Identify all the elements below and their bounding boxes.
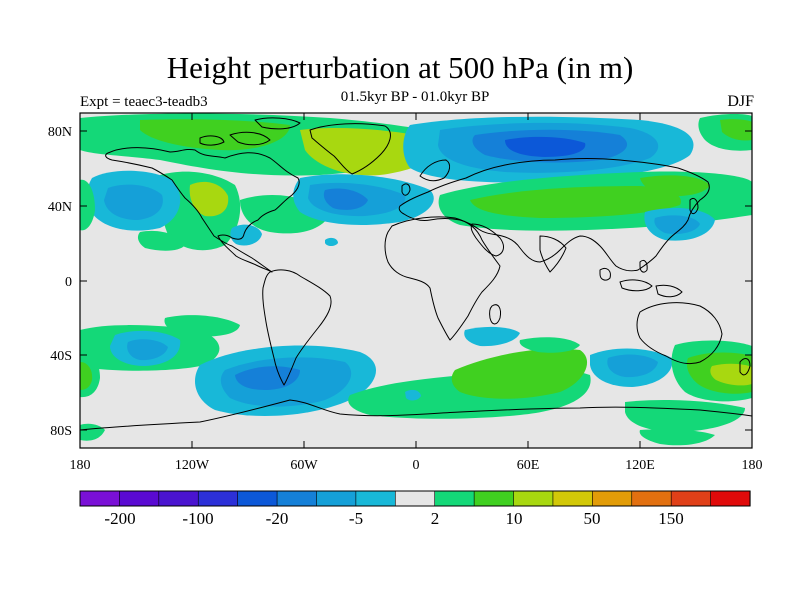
colorbar-label-4: 2	[431, 509, 440, 528]
lon-ticks	[79, 113, 753, 448]
coast-madagascar	[489, 304, 501, 325]
colorbar-label-5: 10	[506, 509, 523, 528]
contour-green-ne-asia	[640, 175, 710, 197]
colorbar-label-0: -200	[104, 509, 135, 528]
colorbar-swatch-15	[670, 490, 712, 507]
lon-label-180w: 180	[70, 458, 91, 473]
colorbar-swatch-5	[276, 490, 318, 507]
lat-label-80s: 80S	[50, 424, 72, 439]
lat-tick-labels: 80N 40N 0 40S 80S	[48, 125, 72, 439]
colorbar-swatch-13	[592, 490, 633, 507]
contour-deepblue-siberia	[505, 136, 586, 157]
colorbar	[79, 490, 751, 507]
lat-label-40n: 40N	[48, 200, 72, 215]
coast-south-america	[262, 269, 332, 386]
colorbar-swatch-14	[631, 490, 672, 507]
colorbar-swatch-10	[473, 490, 515, 507]
contour-green-sh-ind	[519, 337, 580, 353]
contour-green-antarctic-c	[639, 429, 715, 446]
coast-arabia	[470, 223, 504, 257]
coast-se-asia-islands	[599, 259, 683, 298]
coast-uk	[401, 183, 411, 196]
colorbar-label-2: -20	[266, 509, 289, 528]
lon-label-60e: 60E	[517, 458, 540, 473]
colorbar-swatch-12	[552, 490, 593, 507]
map-subtitle: 01.5kyr BP - 01.0kyr BP	[340, 89, 490, 105]
colorbar-swatch-1	[119, 490, 160, 507]
contour-ygreen-sh-west-edge	[80, 362, 93, 390]
contour-dblue-atlantic-low	[323, 188, 368, 210]
colorbar-label-3: -5	[349, 509, 363, 528]
contour-cyan-sh-small	[405, 389, 421, 401]
lon-tick-labels: 180 120W 60W 0 60E 120E 180	[70, 458, 763, 473]
experiment-label: Expt = teaec3-teadb3	[80, 94, 208, 110]
colorbar-swatch-6	[316, 490, 357, 507]
colorbar-swatch-16	[710, 490, 751, 507]
coastlines	[80, 117, 752, 431]
contour-ygreen-asia	[470, 186, 681, 218]
lon-label-0: 0	[413, 458, 420, 473]
lat-label-80n: 80N	[48, 125, 72, 140]
coast-eurasia	[398, 158, 710, 272]
coast-africa	[384, 216, 501, 341]
colorbar-swatch-0	[79, 490, 121, 507]
colorbar-labels: -200 -100 -20 -5 2 10 50 150	[104, 509, 683, 528]
contour-blue-sh-pac-low	[127, 339, 168, 361]
contour-fills	[80, 113, 752, 446]
contour-green-pac-south	[137, 230, 185, 251]
contour-green-arctic-east	[720, 119, 752, 141]
contour-cyan-gulf	[230, 224, 262, 246]
colorbar-swatch-3	[197, 490, 239, 507]
coast-india	[539, 235, 567, 273]
colorbar-swatch-7	[355, 490, 396, 507]
colorbar-label-6: 50	[584, 509, 601, 528]
contour-yellowgreen-na	[189, 181, 229, 217]
contour-blue-wpac	[654, 215, 700, 234]
coast-australia	[636, 302, 723, 365]
contour-green-westpac	[80, 179, 95, 231]
lon-label-180e: 180	[742, 458, 763, 473]
colorbar-swatch-9	[434, 490, 475, 507]
lat-label-40s: 40S	[50, 349, 72, 364]
contour-cyan-sh-ind	[464, 326, 520, 347]
coast-japan	[689, 197, 699, 215]
colorbar-swatch-11	[513, 490, 554, 507]
colorbar-label-1: -100	[182, 509, 213, 528]
contour-ygreen-sh-atlantic	[451, 348, 588, 399]
coast-scandinavia	[419, 159, 451, 182]
coast-north-america	[105, 147, 300, 273]
season-label: DJF	[727, 93, 754, 110]
coast-arctic-islands	[199, 117, 301, 146]
coast-antarctica	[80, 399, 752, 431]
lon-label-60w: 60W	[290, 458, 318, 473]
contour-green-north-band2	[140, 119, 290, 151]
lat-ticks	[80, 130, 752, 431]
colorbar-swatch-8	[394, 490, 436, 507]
contour-blue-pacific-low	[104, 184, 163, 220]
map-title: Height perturbation at 500 hPa (in m)	[166, 50, 634, 85]
colorbar-frame	[79, 490, 751, 507]
colorbar-swatch-4	[237, 490, 278, 507]
contour-blue-sh-ind2	[607, 354, 658, 378]
lon-label-120e: 120E	[625, 458, 655, 473]
lon-label-120w: 120W	[175, 458, 210, 473]
contour-cyan-atl-small	[325, 237, 338, 246]
contour-yg-sh-aus-core	[710, 363, 752, 386]
coast-greenland	[309, 123, 391, 175]
contour-green-sh-pacific2	[164, 315, 240, 337]
lat-label-0: 0	[65, 275, 72, 290]
colorbar-label-7: 150	[658, 509, 684, 528]
coast-new-zealand	[739, 358, 751, 376]
colorbar-swatch-2	[158, 490, 199, 507]
